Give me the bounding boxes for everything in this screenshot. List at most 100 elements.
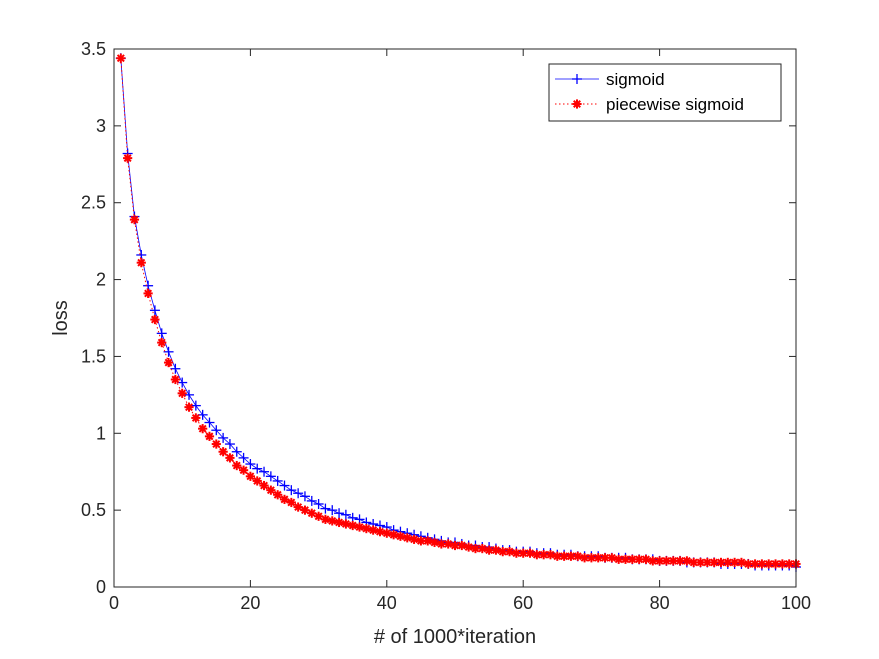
marker-stroke [730,558,739,567]
data-point [204,431,215,441]
marker-stroke [157,338,166,347]
marker-stroke [341,520,350,528]
data-point [464,542,474,552]
marker-stroke [662,556,671,565]
data-point [211,425,222,436]
legend-label-piecewise-sigmoid: piecewise sigmoid [606,95,744,114]
marker-stroke [614,555,623,564]
data-point [320,503,331,514]
data-point [389,530,399,540]
data-point [457,540,467,551]
marker-stroke [416,536,425,545]
data-point [272,475,283,486]
plot-area [114,49,796,587]
series-piecewise-sigmoid [116,53,801,569]
data-point [157,337,167,348]
marker-stroke [607,553,616,562]
data-point [354,522,365,532]
data-point [382,528,392,538]
marker-stroke [723,558,732,567]
data-point [197,409,208,420]
data-point [245,471,255,481]
data-point [156,328,167,339]
marker-stroke [280,495,289,504]
marker-stroke [526,549,534,558]
data-point [136,258,146,268]
marker-stroke [246,472,255,481]
marker-stroke [137,258,146,267]
x-tick-label: 60 [513,593,533,613]
marker-stroke [164,358,173,367]
data-point [286,485,297,496]
marker-stroke [185,403,193,412]
y-tick-label: 3 [96,116,106,136]
marker-stroke [539,550,548,559]
marker-stroke [778,559,787,568]
data-point [477,543,487,554]
data-point [129,215,140,225]
marker-stroke [266,486,275,495]
marker-stroke [171,375,180,384]
marker-stroke [232,461,241,470]
data-point [736,557,747,568]
marker-stroke [703,558,712,567]
marker-stroke [471,544,480,553]
marker-stroke [566,552,575,561]
marker-stroke [457,541,466,550]
marker-stroke [478,544,487,553]
marker-stroke [410,535,419,544]
marker-stroke [573,100,581,108]
ticks-layer: 0 20 40 60 80 100 0 0.5 1 1.5 2 2.5 3 3.5 [81,39,811,613]
data-point [177,388,187,398]
x-tick-label: 80 [650,593,670,613]
marker-stroke [580,553,589,562]
marker-stroke [546,550,555,559]
data-point [743,559,753,569]
data-point [327,516,337,526]
data-point [163,357,174,368]
y-tick-label: 0 [96,577,106,597]
marker-stroke [123,154,132,163]
marker-stroke [785,559,794,568]
marker-stroke [150,315,159,324]
data-point [586,553,596,563]
data-point [252,476,262,486]
data-point [259,466,270,477]
data-point [286,497,296,508]
data-point [245,459,256,470]
marker-stroke [403,533,412,542]
marker-stroke [178,389,187,398]
marker-stroke [287,498,296,507]
data-point [163,346,174,357]
data-point [232,460,242,471]
data-point [149,305,160,316]
data-point [218,447,228,457]
data-point [682,556,692,566]
data-point [266,485,276,495]
marker-stroke [294,503,303,512]
marker-stroke [191,413,200,422]
data-point [293,502,303,512]
data-point [273,490,283,500]
data-point [327,505,338,516]
marker-stroke [642,555,650,564]
data-point [306,495,317,506]
data-point [429,537,440,548]
legend-marker-sigmoid [572,74,582,84]
x-tick-label: 20 [240,593,260,613]
x-axis-title: # of 1000*iteration [374,626,536,648]
marker-stroke [696,558,705,567]
legend: sigmoid piecewise sigmoid [548,63,782,122]
y-tick-label: 1 [96,423,106,443]
data-point [614,554,624,564]
marker-stroke [519,549,528,558]
data-point [314,511,324,521]
data-point [757,559,767,569]
marker-stroke [532,550,541,559]
data-point [191,413,201,423]
data-point [368,525,378,535]
marker-stroke [512,549,521,558]
data-point [402,533,412,543]
data-point [225,453,235,463]
marker-stroke [362,524,371,533]
